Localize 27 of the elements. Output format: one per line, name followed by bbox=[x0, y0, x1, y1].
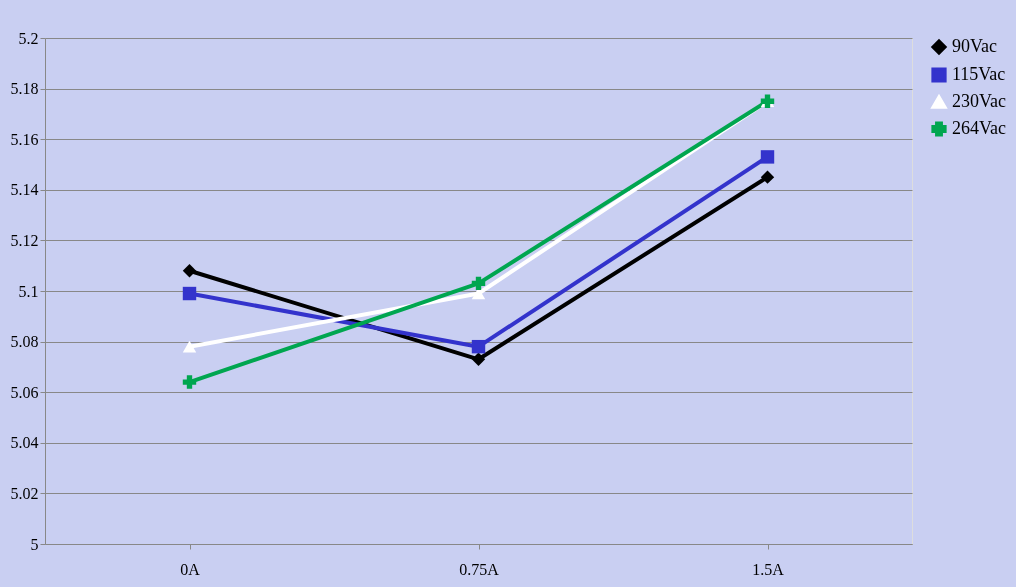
y-tick-label: 5.18 bbox=[10, 80, 39, 98]
y-tick-label: 5.06 bbox=[10, 383, 39, 401]
y-tick-label: 5.08 bbox=[10, 333, 39, 351]
y-tick-label: 5.16 bbox=[10, 130, 39, 148]
x-tick-label: 1.5A bbox=[752, 560, 785, 578]
y-tick-label: 5.04 bbox=[10, 434, 39, 452]
point bbox=[471, 276, 486, 291]
legend-label: 264Vac bbox=[952, 118, 1006, 138]
y-tick-label: 5.2 bbox=[18, 29, 39, 47]
legend-label: 90Vac bbox=[952, 36, 997, 56]
point bbox=[182, 264, 197, 278]
point bbox=[471, 339, 486, 354]
point bbox=[760, 150, 775, 164]
legend-label: 115Vac bbox=[952, 64, 1006, 84]
y-tick-label: 5 bbox=[30, 535, 39, 553]
y-tick-label: 5.12 bbox=[10, 231, 39, 249]
x-tick-label: 0.75A bbox=[459, 560, 500, 578]
legend-label: 230Vac bbox=[952, 91, 1006, 111]
y-tick-label: 5.02 bbox=[10, 484, 39, 502]
point bbox=[182, 340, 197, 353]
point bbox=[471, 352, 486, 367]
x-tick-label: 0A bbox=[180, 560, 201, 578]
point bbox=[182, 375, 197, 389]
y-tick-label: 5.14 bbox=[10, 181, 39, 199]
y-tick-label: 5.1 bbox=[18, 282, 39, 300]
point bbox=[182, 286, 197, 301]
point bbox=[760, 170, 775, 184]
